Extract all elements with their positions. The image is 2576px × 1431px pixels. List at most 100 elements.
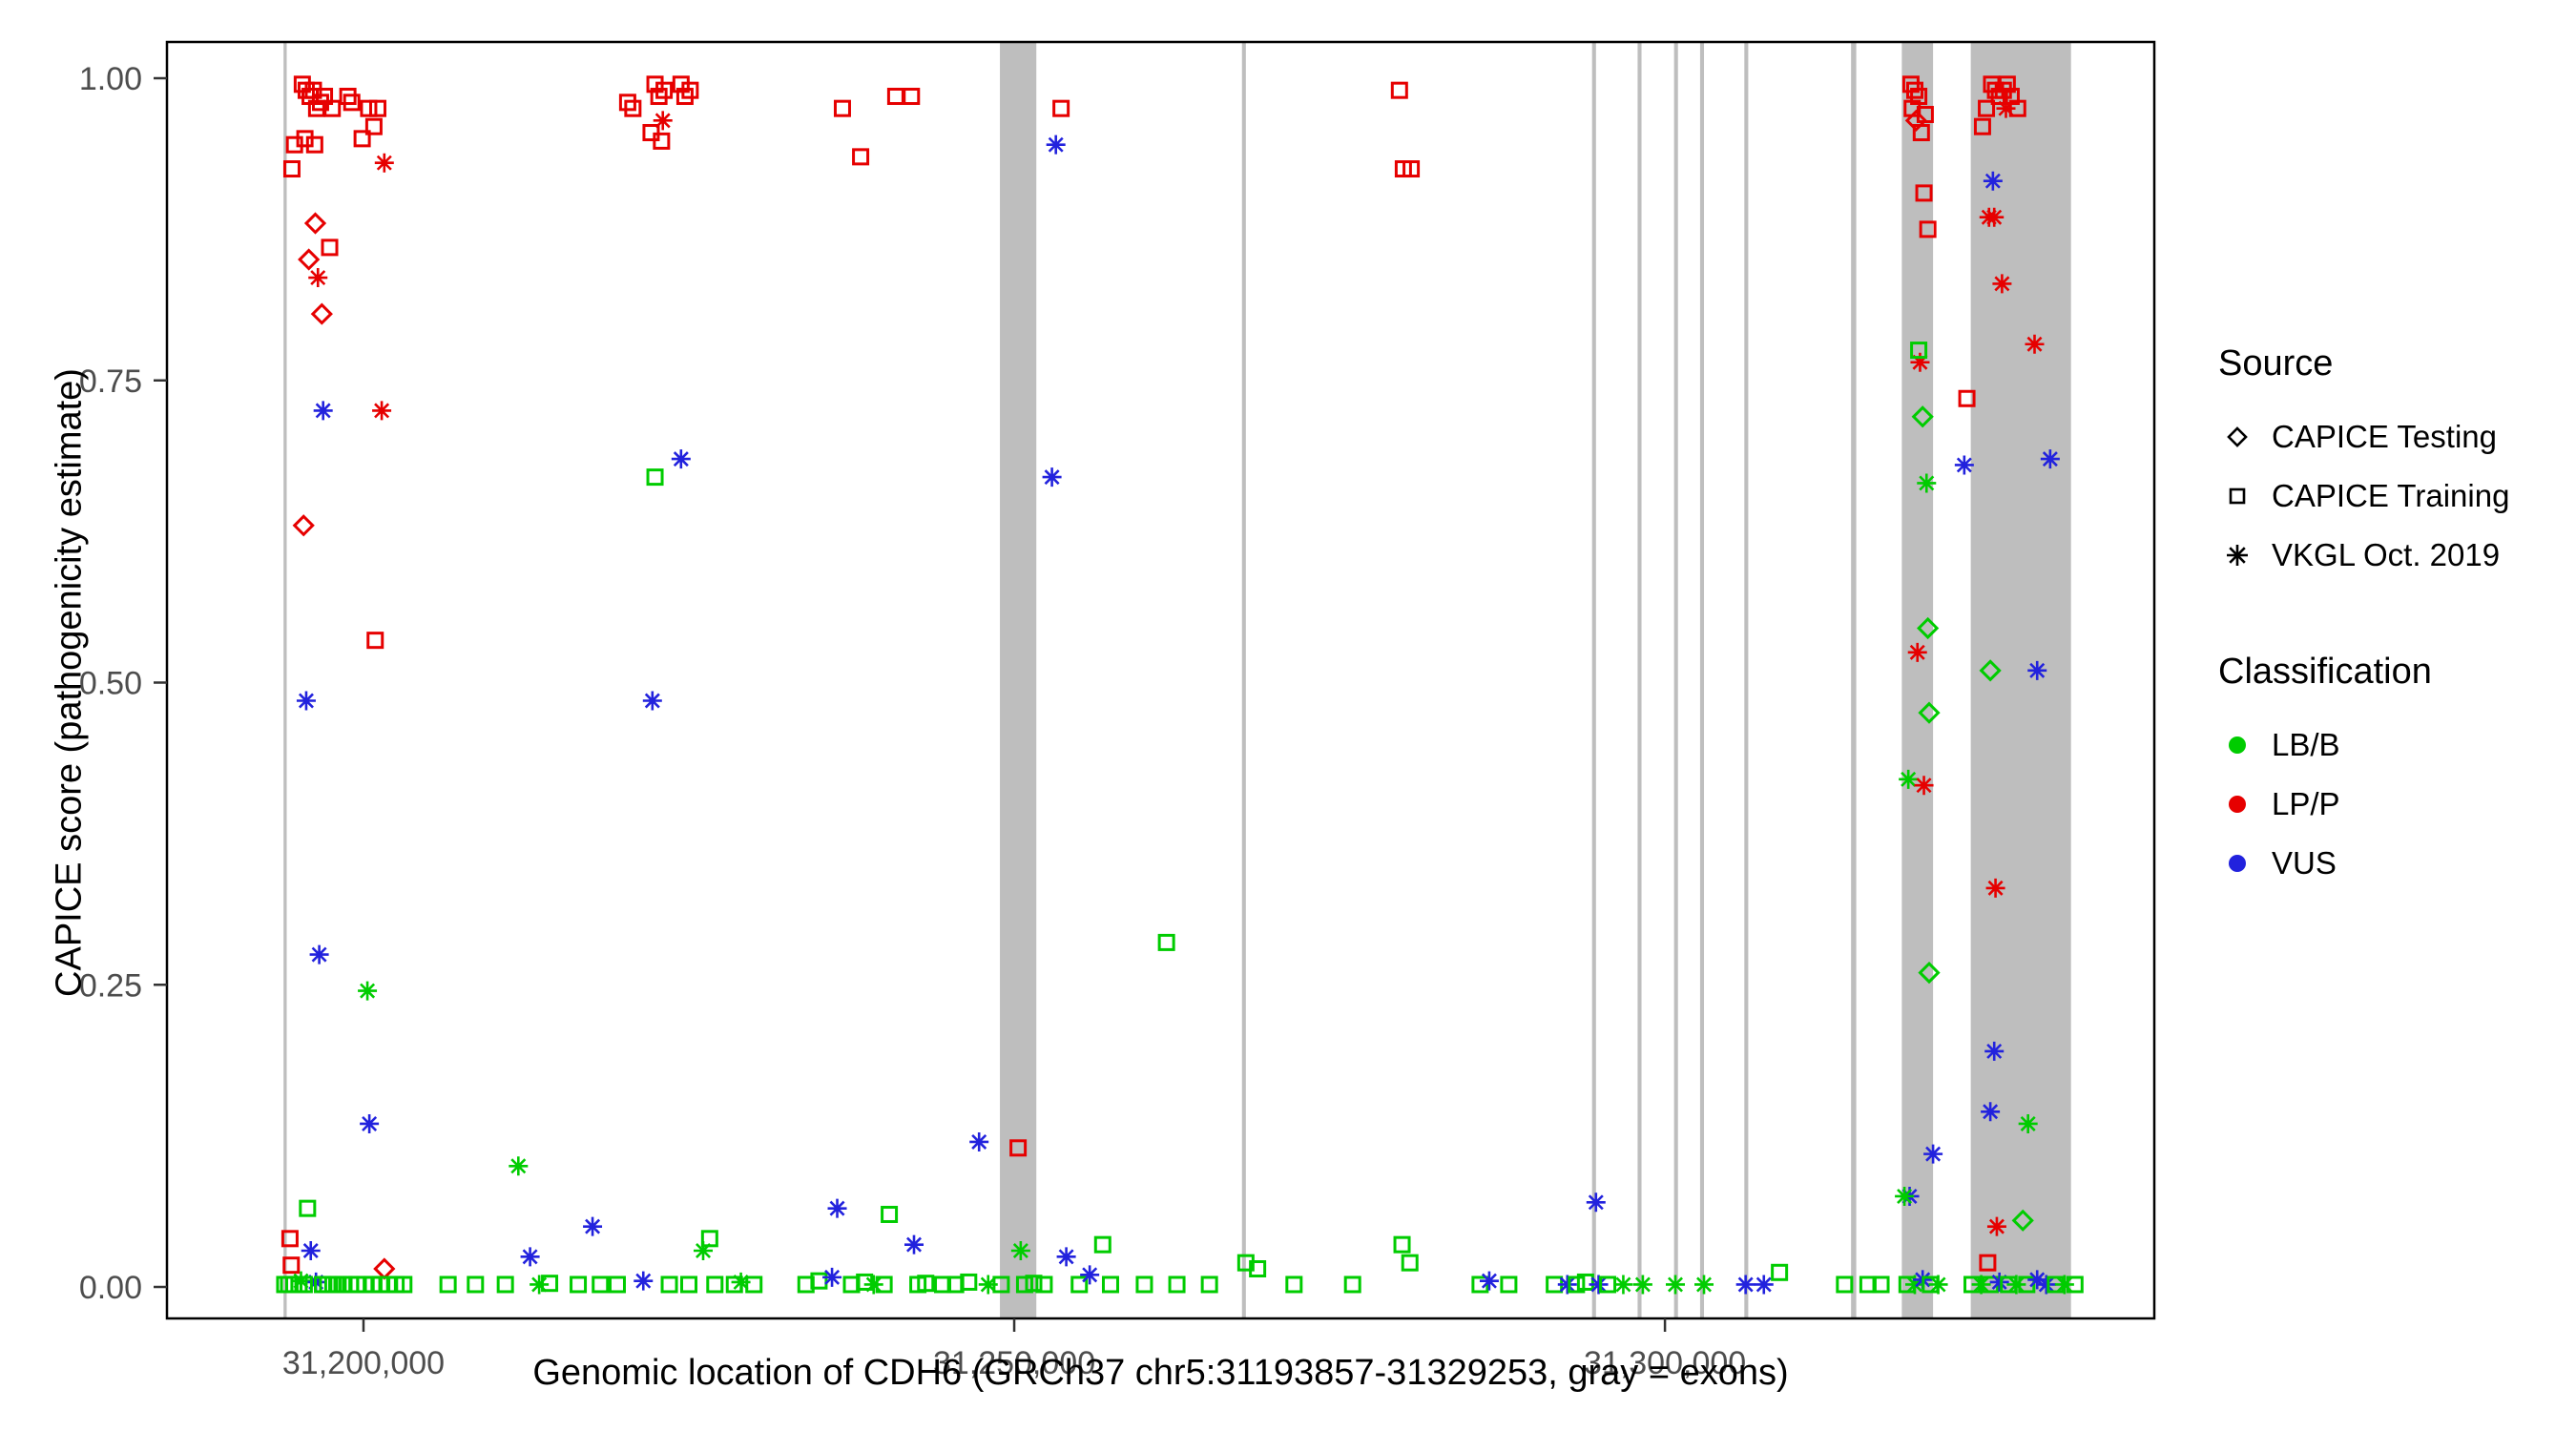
exon-band (1000, 42, 1037, 1318)
data-point (2011, 1209, 2034, 1232)
data-point (1010, 1240, 1030, 1260)
data-point (1694, 1275, 1714, 1295)
data-point (1070, 1275, 1089, 1294)
legend: Source CAPICE Testing CAPICE Training VKGL… (2218, 343, 2571, 960)
data-point (374, 153, 394, 173)
data-point (301, 1240, 321, 1260)
data-point (700, 1230, 718, 1248)
data-point (822, 1267, 842, 1287)
data-point (725, 1275, 743, 1294)
data-point (1895, 1186, 1915, 1206)
data-point (308, 268, 328, 288)
data-point (496, 1275, 514, 1294)
data-point (810, 1272, 828, 1290)
data-point (1771, 1263, 1789, 1281)
data-point (1979, 1254, 1997, 1272)
data-point (1911, 405, 1934, 428)
data-point (1928, 1275, 1948, 1295)
data-point (655, 81, 674, 99)
data-point (282, 160, 301, 178)
data-point (1919, 220, 1937, 238)
data-point (827, 1198, 847, 1218)
data-point (2066, 1275, 2084, 1294)
data-point (592, 1275, 610, 1294)
legend-item: LB/B (2218, 716, 2571, 775)
dot-icon (2229, 796, 2246, 813)
data-point (634, 1271, 654, 1291)
legend-item: CAPICE Testing (2218, 407, 2571, 467)
data-point (1157, 933, 1175, 951)
exon-band (1851, 42, 1857, 1318)
data-point (1200, 1275, 1218, 1294)
data-point (2027, 660, 2047, 680)
data-point (1985, 878, 2005, 898)
data-point (1093, 1235, 1111, 1254)
square-icon (2229, 487, 2246, 505)
data-point (358, 981, 378, 1001)
plot-panel-border (165, 40, 2156, 1320)
asterisk-icon (2227, 545, 2248, 566)
data-point (1836, 1275, 1854, 1294)
y-tick-label: 0.75 (79, 363, 142, 400)
data-point (1025, 1275, 1043, 1293)
data-point (467, 1275, 485, 1294)
exon-band (1901, 42, 1934, 1318)
data-point (1984, 1041, 2005, 1061)
data-point (1989, 1272, 2009, 1292)
data-point (852, 148, 870, 166)
data-point (671, 449, 691, 469)
data-point (706, 1275, 724, 1294)
data-point (1907, 642, 1927, 662)
dot-icon (2229, 736, 2246, 754)
data-point (624, 99, 642, 117)
data-point (310, 302, 333, 325)
data-point (1613, 1275, 1633, 1295)
data-point (1998, 75, 2016, 93)
x-tick-label: 31,300,000 (1584, 1345, 1746, 1381)
data-point (1056, 1247, 1076, 1267)
data-point (903, 88, 921, 106)
data-point (608, 1275, 626, 1294)
legend-item-label: VUS (2272, 845, 2337, 881)
exon-band (1673, 42, 1678, 1318)
data-point (1666, 1275, 1686, 1295)
data-point (1632, 1275, 1652, 1295)
legend-classification-items: LB/B LP/P VUS (2218, 716, 2571, 893)
data-point (343, 93, 361, 112)
data-point (305, 135, 323, 154)
exon-band (1591, 42, 1596, 1318)
data-point (1973, 117, 1991, 135)
data-point (992, 1275, 1010, 1294)
exon-band (1744, 42, 1749, 1318)
data-point (296, 691, 316, 711)
data-point (1916, 106, 1934, 124)
data-point (2025, 334, 2045, 354)
data-point (280, 1230, 299, 1248)
data-point (570, 1275, 588, 1294)
data-point (360, 1113, 380, 1133)
data-point (323, 99, 342, 117)
data-point (642, 691, 662, 711)
data-point (1910, 88, 1928, 106)
data-point (1101, 1275, 1119, 1294)
legend-item-label: LP/P (2272, 786, 2340, 821)
data-point (960, 1273, 978, 1291)
data-point (1009, 1139, 1028, 1157)
data-point (653, 132, 671, 150)
data-point (353, 130, 371, 148)
data-point (1589, 1275, 1609, 1295)
data-point (1046, 135, 1066, 155)
data-point (299, 1199, 317, 1217)
data-point (833, 99, 851, 117)
data-point (321, 238, 339, 257)
data-point (1971, 1275, 1991, 1295)
data-point (1992, 274, 2012, 294)
exon-band (1699, 42, 1705, 1318)
y-tick-label: 0.50 (79, 666, 142, 702)
data-point (530, 1275, 550, 1295)
data-point (395, 1275, 413, 1294)
data-point (875, 1275, 893, 1294)
data-point (1568, 1275, 1586, 1294)
data-point (1168, 1275, 1186, 1294)
